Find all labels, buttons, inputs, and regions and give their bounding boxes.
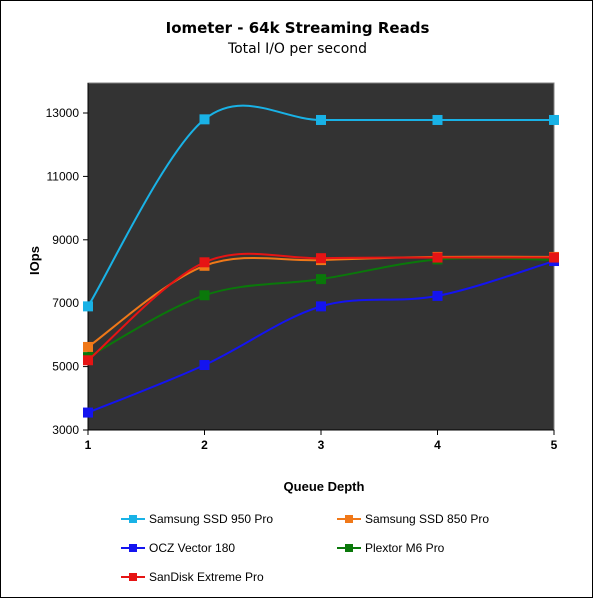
chart-title: Iometer - 64k Streaming Reads xyxy=(165,19,430,37)
legend-label-plextor-m6-pro: Plextor M6 Pro xyxy=(365,541,445,555)
x-tick-label: 4 xyxy=(434,438,441,452)
legend-marker-sandisk-extreme-pro xyxy=(129,573,137,581)
legend-marker-plextor-m6-pro xyxy=(345,544,353,552)
chart-subtitle: Total I/O per second xyxy=(227,41,368,57)
y-tick-label: 9000 xyxy=(52,233,79,247)
data-point-samsung-ssd-950-pro xyxy=(83,301,93,312)
y-tick-label: 11000 xyxy=(47,169,80,183)
data-point-plextor-m6-pro xyxy=(316,274,326,285)
y-tick-label: 7000 xyxy=(52,296,79,310)
legend-label-sandisk-extreme-pro: SanDisk Extreme Pro xyxy=(149,570,264,584)
y-axis-title: IOps xyxy=(27,246,42,275)
data-point-ocz-vector-180 xyxy=(316,301,326,312)
data-point-samsung-ssd-950-pro xyxy=(199,114,210,125)
y-tick-label: 5000 xyxy=(52,360,79,374)
data-point-sandisk-extreme-pro xyxy=(199,257,210,268)
y-tick-label: 3000 xyxy=(52,423,79,437)
y-tick-label: 13000 xyxy=(46,106,80,120)
legend-marker-samsung-ssd-950-pro xyxy=(129,515,137,523)
x-tick-label: 1 xyxy=(85,438,92,452)
x-tick-label: 2 xyxy=(201,438,208,452)
x-tick-label: 5 xyxy=(551,438,558,452)
data-point-samsung-ssd-950-pro xyxy=(549,114,559,125)
data-point-sandisk-extreme-pro xyxy=(549,252,559,263)
legend-marker-ocz-vector-180 xyxy=(129,544,137,552)
data-point-sandisk-extreme-pro xyxy=(83,355,93,366)
data-point-sandisk-extreme-pro xyxy=(432,252,443,263)
data-point-ocz-vector-180 xyxy=(432,290,443,301)
data-point-ocz-vector-180 xyxy=(199,360,210,371)
data-point-ocz-vector-180 xyxy=(83,407,93,418)
data-point-samsung-ssd-950-pro xyxy=(316,114,326,125)
legend-label-ocz-vector-180: OCZ Vector 180 xyxy=(149,541,235,555)
series-line-samsung-ssd-950-pro xyxy=(87,104,554,307)
data-point-plextor-m6-pro xyxy=(199,290,210,301)
legend-label-samsung-ssd-850-pro: Samsung SSD 850 Pro xyxy=(365,512,489,526)
data-point-samsung-ssd-950-pro xyxy=(432,114,443,125)
x-tick-label: 3 xyxy=(318,438,325,452)
legend-label-samsung-ssd-950-pro: Samsung SSD 950 Pro xyxy=(149,512,273,526)
legend-marker-samsung-ssd-850-pro xyxy=(345,515,353,523)
x-axis-title: Queue Depth xyxy=(284,479,365,494)
data-point-samsung-ssd-850-pro xyxy=(83,341,93,352)
data-point-sandisk-extreme-pro xyxy=(316,253,326,264)
